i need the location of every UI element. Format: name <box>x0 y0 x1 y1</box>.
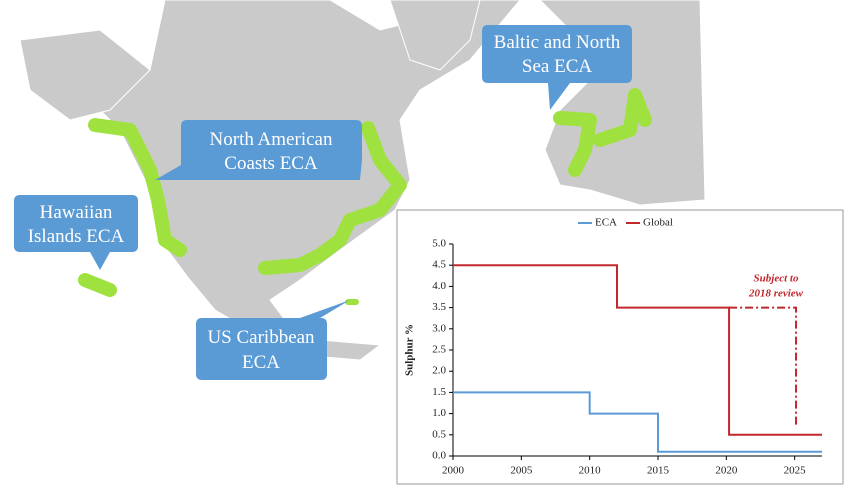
callout-text: Coasts ECA <box>224 153 318 174</box>
x-tick-label: 2025 <box>784 465 807 477</box>
x-tick-label: 2020 <box>715 465 738 477</box>
y-tick-label: 0.0 <box>432 450 446 462</box>
legend-label: Global <box>643 217 673 229</box>
callout: US Caribbean ECA <box>196 300 350 380</box>
x-tick-label: 2015 <box>647 465 670 477</box>
y-tick-label: 1.0 <box>432 407 446 419</box>
x-tick-label: 2005 <box>510 465 533 477</box>
eca-baltic <box>593 88 652 147</box>
callout: Baltic and North Sea ECA <box>482 25 632 110</box>
land-alaska <box>19 29 151 121</box>
y-tick-label: 4.0 <box>432 280 446 292</box>
callout-text: Baltic and North <box>494 32 621 53</box>
y-tick-label: 1.5 <box>432 386 446 398</box>
y-tick-label: 5.0 <box>432 238 446 250</box>
callout-text: US Caribbean <box>207 327 315 348</box>
callout-text: North American <box>210 129 333 150</box>
x-tick-label: 2010 <box>579 465 602 477</box>
callout-text: ECA <box>242 352 280 373</box>
series-line <box>453 391 822 453</box>
y-tick-label: 3.0 <box>432 322 446 334</box>
y-axis-label: Sulphur % <box>404 324 416 376</box>
series-line <box>729 306 798 427</box>
eca-hawaii <box>78 273 117 297</box>
callout-shape <box>196 300 350 380</box>
y-tick-label: 4.5 <box>432 259 446 271</box>
callout-shape <box>155 120 362 180</box>
callout-shape <box>14 195 138 270</box>
series-line <box>453 264 822 436</box>
callout-shape <box>482 25 632 110</box>
callout-text: Islands ECA <box>28 226 125 247</box>
annotation: 2018 review <box>748 288 804 300</box>
y-tick-label: 2.0 <box>432 365 446 377</box>
eca-zones <box>78 88 652 305</box>
eca-atlantic <box>258 121 407 275</box>
callout-text: Sea ECA <box>522 56 592 77</box>
eca-north-sea <box>553 111 597 177</box>
callout: North American Coasts ECA <box>155 120 362 180</box>
callout: Hawaiian Islands ECA <box>14 195 138 270</box>
map: Baltic and North Sea ECA North American … <box>14 0 706 380</box>
chart-frame <box>396 209 844 485</box>
land-greenland <box>389 0 481 71</box>
y-tick-label: 3.5 <box>432 301 446 313</box>
y-tick-label: 2.5 <box>432 344 446 356</box>
callout-text: Hawaiian <box>40 202 113 223</box>
annotation: Subject to <box>754 273 799 285</box>
y-tick-label: 0.5 <box>432 428 446 440</box>
eca-pacific <box>88 118 187 257</box>
x-tick-label: 2000 <box>442 465 465 477</box>
inset-chart: Sulphur % Subject to 2018 review 0.0 0.5 1… <box>396 209 844 485</box>
legend-label: ECA <box>595 217 617 229</box>
